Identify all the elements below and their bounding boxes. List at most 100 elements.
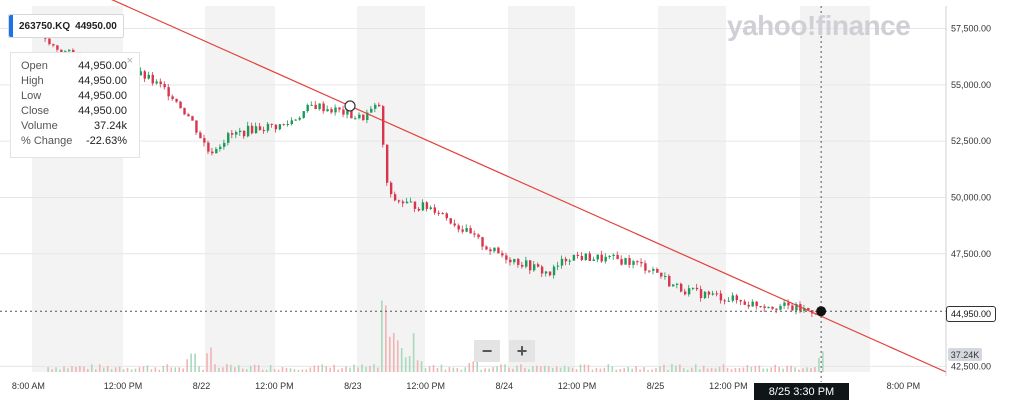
volume-bar <box>663 364 665 372</box>
volume-bar <box>655 368 657 372</box>
volume-bar <box>500 364 502 372</box>
volume-bar <box>635 366 637 372</box>
volume-bar <box>770 367 773 372</box>
candle-body <box>723 300 727 302</box>
tooltip-value: 44,950.00 <box>78 60 127 72</box>
candle-body <box>290 120 294 125</box>
candle-body <box>175 98 178 102</box>
candle-body <box>505 255 508 260</box>
volume-bar <box>615 369 618 372</box>
volume-bar <box>412 333 415 372</box>
candle-body <box>664 276 667 278</box>
volume-bar <box>484 368 486 372</box>
volume-bar <box>428 366 431 372</box>
volume-bar <box>194 353 196 372</box>
volume-bar <box>63 366 65 372</box>
tooltip-value: -22.63% <box>86 135 127 147</box>
volume-bar <box>249 365 252 372</box>
volume-bar <box>186 359 188 372</box>
volume-bar <box>444 369 447 372</box>
close-icon[interactable]: × <box>126 55 133 67</box>
volume-bar <box>647 369 649 372</box>
candle-body <box>147 74 150 79</box>
candle-body <box>787 302 790 306</box>
candle-body <box>473 233 476 235</box>
zoom-in-button[interactable]: + <box>509 340 535 362</box>
y-tick-label: 55,000.00 <box>951 80 991 90</box>
volume-bar <box>480 369 482 372</box>
candle-body <box>393 194 397 201</box>
volume-bar <box>603 367 606 372</box>
yahoo-finance-logo: yahoo!finance <box>727 10 911 41</box>
volume-bar <box>639 369 641 372</box>
volume-bar <box>698 369 701 372</box>
volume-bar <box>400 347 403 372</box>
candle-body <box>346 109 349 115</box>
volume-bar <box>679 364 681 372</box>
volume-bar <box>261 369 264 372</box>
candle-body <box>449 218 452 224</box>
candle-body <box>521 264 524 267</box>
tooltip-row-low: Low 44,950.00 <box>21 90 127 102</box>
candle-body <box>354 118 357 120</box>
volume-bar <box>718 366 721 372</box>
candle-body <box>219 146 222 149</box>
volume-bar <box>210 347 212 372</box>
candle-body <box>465 228 468 232</box>
volume-bar <box>98 364 101 372</box>
volume-bar <box>416 360 419 372</box>
volume-bar <box>460 369 463 372</box>
candle-body <box>191 116 194 121</box>
zoom-out-button[interactable]: − <box>474 340 500 362</box>
ticker-badge[interactable]: 263750.KQ 44950.00 <box>8 14 124 38</box>
volume-bar <box>341 368 343 372</box>
volume-bar <box>130 369 133 372</box>
x-tick-label: 8/25 <box>647 381 665 391</box>
candle-body <box>564 258 568 262</box>
chart-overlays <box>0 0 947 382</box>
candle-body <box>628 258 631 265</box>
volume-bar <box>631 368 633 372</box>
candle-body <box>429 207 433 209</box>
volume-bar <box>67 368 69 372</box>
candle-body <box>397 200 401 202</box>
session-band <box>658 6 726 372</box>
candle-body <box>342 109 345 115</box>
candle-body <box>580 255 584 260</box>
candle-body <box>783 302 786 306</box>
volume-bar <box>305 369 308 372</box>
candle-body <box>68 49 71 52</box>
candle-body <box>560 258 564 266</box>
candle-body <box>568 260 572 262</box>
candle-body <box>211 151 214 154</box>
candle-body <box>326 109 329 112</box>
candle-body <box>401 201 405 204</box>
volume-bar <box>349 367 351 372</box>
candle-body <box>759 306 762 308</box>
ohlc-tooltip: × Open 44,950.00 High 44,950.00 Low 44,9… <box>10 52 140 158</box>
tooltip-label: Close <box>21 105 50 117</box>
candle-body <box>227 133 230 143</box>
volume-bar <box>87 368 89 372</box>
volume-bar <box>79 365 81 372</box>
tooltip-label: Low <box>21 90 42 102</box>
volume-bar <box>667 369 669 372</box>
ticker-color-bar <box>9 15 13 37</box>
candle-body <box>366 112 369 120</box>
tooltip-value: 44,950.00 <box>78 75 127 87</box>
tooltip-label: High <box>21 75 44 87</box>
crosshair-point <box>816 306 827 317</box>
candle-body <box>640 261 643 264</box>
volume-bar <box>170 367 173 372</box>
volume-bar <box>683 368 685 372</box>
candle-body <box>421 202 425 211</box>
candle-body <box>151 74 154 84</box>
volume-bar <box>710 368 713 372</box>
candle-body <box>795 304 798 311</box>
candle-body <box>374 104 377 109</box>
volume-bar <box>226 364 228 372</box>
volume-bar <box>373 364 375 372</box>
volume-bar <box>388 336 391 372</box>
candle-body <box>195 120 198 133</box>
